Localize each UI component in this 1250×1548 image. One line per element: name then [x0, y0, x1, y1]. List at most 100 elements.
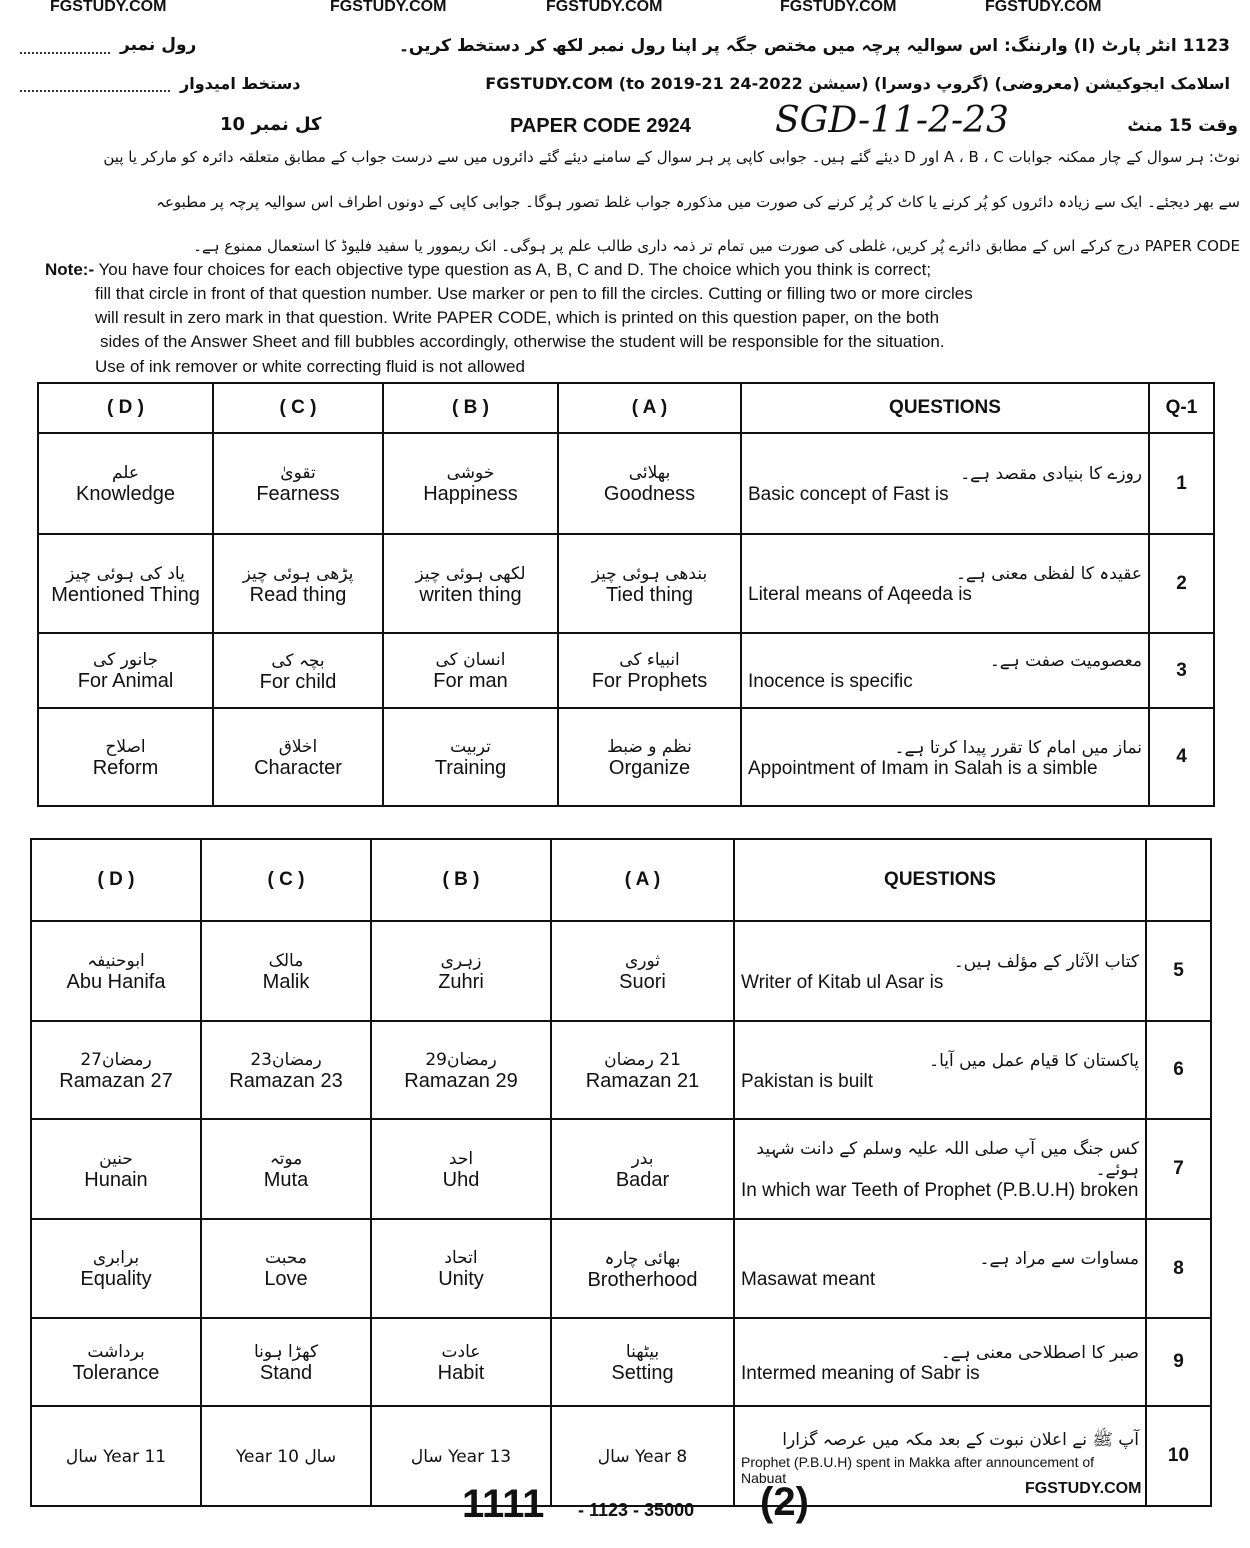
header-row-subject: دستخط امیدوار اسلامک ایجوکیشن (معروضی) (…	[20, 68, 1230, 98]
option-b[interactable]: تربیت Training	[382, 707, 559, 807]
option-c[interactable]: رمضان23 Ramazan 23	[200, 1020, 372, 1120]
question-text: پاکستان کا قیام عمل میں آیا۔ Pakistan is …	[733, 1020, 1147, 1120]
option-a[interactable]: نظم و ضبط Organize	[557, 707, 742, 807]
option-cell: کھڑا ہونا Stand	[202, 1333, 370, 1391]
option-english: Brotherhood	[587, 1268, 698, 1291]
option-d[interactable]: Year 11 سال	[30, 1405, 202, 1507]
urdu-note-line: PAPER CODE درج کرکے اس کے مطابق دائرے پُ…	[193, 237, 1240, 255]
option-english: For man	[433, 670, 508, 692]
option-urdu: محبت	[265, 1248, 307, 1268]
option-urdu: اتحاد	[444, 1248, 478, 1268]
option-c[interactable]: مالک Malik	[200, 920, 372, 1022]
option-urdu: نظم و ضبط	[607, 736, 692, 757]
option-a[interactable]: بندھی ہوئی چیز Tied thing	[557, 533, 742, 634]
option-d[interactable]: برداشت Tolerance	[30, 1317, 202, 1407]
option-b[interactable]: زہری Zuhri	[370, 920, 552, 1022]
option-english: Equality	[80, 1268, 152, 1290]
option-b[interactable]: رمضان29 Ramazan 29	[370, 1020, 552, 1120]
column-header-qno	[1145, 838, 1212, 922]
watermark: FGSTUDY.COM	[985, 0, 1102, 15]
option-urdu: جانور کی	[92, 650, 159, 670]
question-number: 3	[1148, 632, 1215, 709]
urdu-note: نوٹ: ہر سوال کے چار ممکنہ جوابات A ، B ،…	[10, 148, 1240, 256]
option-b[interactable]: انسان کی For man	[382, 632, 559, 709]
option-english: writen thing	[419, 583, 522, 606]
option-english: Happiness	[423, 483, 518, 505]
option-c[interactable]: سال 10 Year	[200, 1405, 372, 1507]
table-row: اصلاح Reform اخلاق Character تربیت Training نظ…	[37, 707, 1215, 807]
question-urdu: عقیدہ کا لفظی معنی ہے۔	[955, 564, 1142, 584]
roll-number-field[interactable]	[20, 52, 110, 54]
footer-code-small: - 1123 - 35000	[578, 1500, 695, 1520]
question-cell: آپ ﷺ نے اعلان نبوت کے بعد مکہ میں عرصہ گ…	[735, 1421, 1145, 1492]
option-urdu: اصلاح	[105, 736, 146, 757]
option-c[interactable]: کھڑا ہونا Stand	[200, 1317, 372, 1407]
option-cell: ابوحنیفہ Abu Hanifa	[32, 942, 200, 1000]
question-text: روزے کا بنیادی مقصد ہے۔ Basic concept of …	[740, 432, 1150, 535]
option-d[interactable]: برابری Equality	[30, 1218, 202, 1319]
option-c[interactable]: تقویٰ Fearness	[212, 432, 384, 535]
table-row: علم Knowledge تقویٰ Fearness خوشی Happiness بھ…	[37, 432, 1215, 535]
question-cell: صبر کا اصطلاحی معنی ہے۔ Intermed meaning …	[735, 1334, 1145, 1391]
option-b[interactable]: اتحاد Unity	[370, 1218, 552, 1319]
english-note: Note:- You have four choices for each ob…	[45, 258, 931, 282]
option-urdu: رمضان29	[425, 1049, 497, 1070]
question-urdu: معصومیت صفت ہے۔	[989, 651, 1142, 671]
question-text: صبر کا اصطلاحی معنی ہے۔ Intermed meaning …	[733, 1317, 1147, 1407]
option-english: Fearness	[256, 483, 340, 505]
column-header-d: ( D )	[37, 382, 214, 434]
option-b[interactable]: احد Uhd	[370, 1118, 552, 1220]
question-cell: عقیدہ کا لفظی معنی ہے۔ Literal means of A…	[742, 555, 1148, 612]
option-a[interactable]: بیٹھنا Setting	[550, 1317, 735, 1407]
option-c[interactable]: پڑھی ہوئی چیز Read thing	[212, 533, 384, 634]
question-cell: کتاب الآثار کے مؤلف ہیں۔ Writer of Kitab …	[735, 943, 1145, 1000]
option-a[interactable]: انبیاء کی For Prophets	[557, 632, 742, 709]
option-english: Goodness	[603, 483, 696, 505]
question-number: 1	[1148, 432, 1215, 535]
option-english: Reform	[92, 756, 159, 779]
option-d[interactable]: ابوحنیفہ Abu Hanifa	[30, 920, 202, 1022]
option-c[interactable]: اخلاق Character	[212, 707, 384, 807]
option-cell: Year 11 سال	[32, 1439, 200, 1473]
option-b[interactable]: عادت Habit	[370, 1317, 552, 1407]
question-text: نماز میں امام کا تقرر پیدا کرتا ہے۔ Appoi…	[740, 707, 1150, 807]
question-text: مساوات سے مراد ہے۔ Masawat meant	[733, 1218, 1147, 1319]
option-c[interactable]: محبت Love	[200, 1218, 372, 1319]
option-a[interactable]: ثوری Suori	[550, 920, 735, 1022]
option-a[interactable]: بدر Badar	[550, 1118, 735, 1220]
option-cell: انسان کی For man	[384, 642, 557, 699]
option-urdu: احد	[448, 1148, 474, 1169]
option-b[interactable]: لکھی ہوئی چیز writen thing	[382, 533, 559, 634]
table-row: برابری Equality محبت Love اتحاد Unity بھائی چا…	[30, 1218, 1212, 1319]
question-english: In which war Teeth of Prophet (P.B.U.H) …	[741, 1180, 1139, 1201]
question-text: کتاب الآثار کے مؤلف ہیں۔ Writer of Kitab …	[733, 920, 1147, 1022]
option-d[interactable]: جانور کی For Animal	[37, 632, 214, 709]
option-d[interactable]: اصلاح Reform	[37, 707, 214, 807]
question-number: 4	[1148, 707, 1215, 807]
option-c[interactable]: بچہ کی For child	[212, 632, 384, 709]
option-d[interactable]: یاد کی ہوئی چیز Mentioned Thing	[37, 533, 214, 634]
note-line: fill that circle in front of that questi…	[95, 284, 973, 303]
signature-field[interactable]	[20, 90, 170, 92]
question-number: 10	[1145, 1405, 1212, 1507]
option-cell: بچہ کی For child	[214, 642, 382, 700]
question-cell: نماز میں امام کا تقرر پیدا کرتا ہے۔ Appoi…	[742, 729, 1148, 786]
option-c[interactable]: موتہ Muta	[200, 1118, 372, 1220]
option-d[interactable]: علم Knowledge	[37, 432, 214, 535]
option-d[interactable]: رمضان27 Ramazan 27	[30, 1020, 202, 1120]
option-a[interactable]: Year 8 سال	[550, 1405, 735, 1507]
option-d[interactable]: حنین Hunain	[30, 1118, 202, 1220]
option-cell: یاد کی ہوئی چیز Mentioned Thing	[39, 555, 212, 613]
option-a[interactable]: بھائی چارہ Brotherhood	[550, 1218, 735, 1319]
option-english: Training	[434, 756, 507, 779]
page-number: (2)	[760, 1480, 809, 1524]
option-english: Character	[254, 756, 342, 779]
option-a[interactable]: بھلائی Goodness	[557, 432, 742, 535]
option-b[interactable]: Year 13 سال	[370, 1405, 552, 1507]
question-urdu: کس جنگ میں آپ صلی اللہ علیہ وسلم کے دانت…	[756, 1139, 1139, 1180]
option-a[interactable]: 21 رمضان Ramazan 21	[550, 1020, 735, 1120]
option-b[interactable]: خوشی Happiness	[382, 432, 559, 535]
question-english: Basic concept of Fast is	[748, 484, 949, 505]
question-number: 8	[1145, 1218, 1212, 1319]
question-english: Pakistan is built	[741, 1070, 874, 1092]
